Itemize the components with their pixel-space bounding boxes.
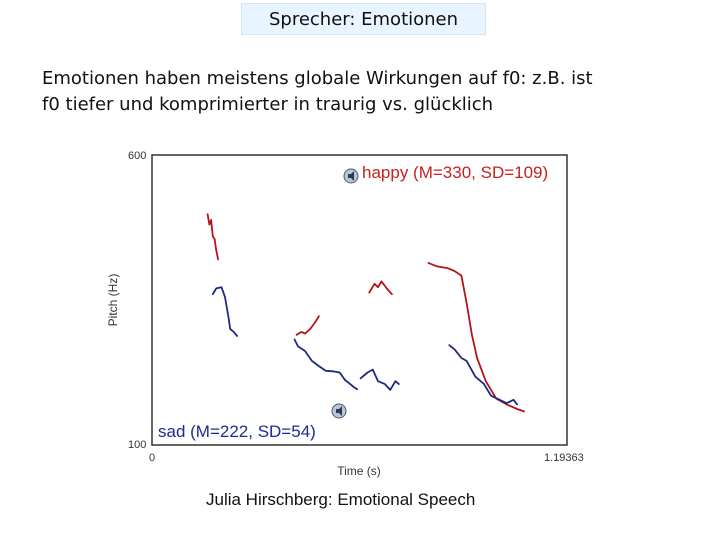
- slide-body-text: Emotionen haben meistens globale Wirkung…: [42, 66, 682, 118]
- plot-area: [151, 154, 568, 446]
- sad-pitch-contour: [211, 286, 239, 337]
- slide-title: Sprecher: Emotionen: [241, 3, 486, 35]
- speaker-icon[interactable]: [343, 168, 359, 184]
- sad-annotation: sad (M=222, SD=54): [158, 422, 316, 441]
- happy-pitch-contour: [206, 213, 219, 261]
- happy-pitch-contour: [427, 262, 525, 413]
- x-axis-label: Time (s): [337, 464, 381, 478]
- body-line-1: Emotionen haben meistens globale Wirkung…: [42, 68, 593, 89]
- series-layer: [206, 213, 525, 413]
- sad-pitch-contour: [293, 338, 359, 391]
- figure-caption: Julia Hirschberg: Emotional Speech: [206, 490, 476, 509]
- x-tick-label-start: 0: [149, 452, 155, 464]
- speaker-icon[interactable]: [331, 403, 347, 419]
- body-line-2: f0 tiefer und komprimierter in traurig v…: [42, 94, 494, 115]
- sad-pitch-contour: [359, 368, 400, 391]
- happy-pitch-contour: [295, 315, 320, 336]
- y-tick-label-top: 600: [128, 150, 146, 162]
- x-tick-label-end: 1.19363: [544, 452, 584, 464]
- y-axis-label: Pitch (Hz): [106, 274, 120, 327]
- y-tick-label-bottom: 100: [128, 439, 146, 451]
- pitch-chart: Pitch (Hz) 600 100 0 1.19363 Time (s) ha…: [106, 150, 584, 478]
- happy-annotation: happy (M=330, SD=109): [362, 163, 548, 182]
- sad-pitch-contour: [448, 344, 519, 406]
- happy-pitch-contour: [368, 280, 393, 296]
